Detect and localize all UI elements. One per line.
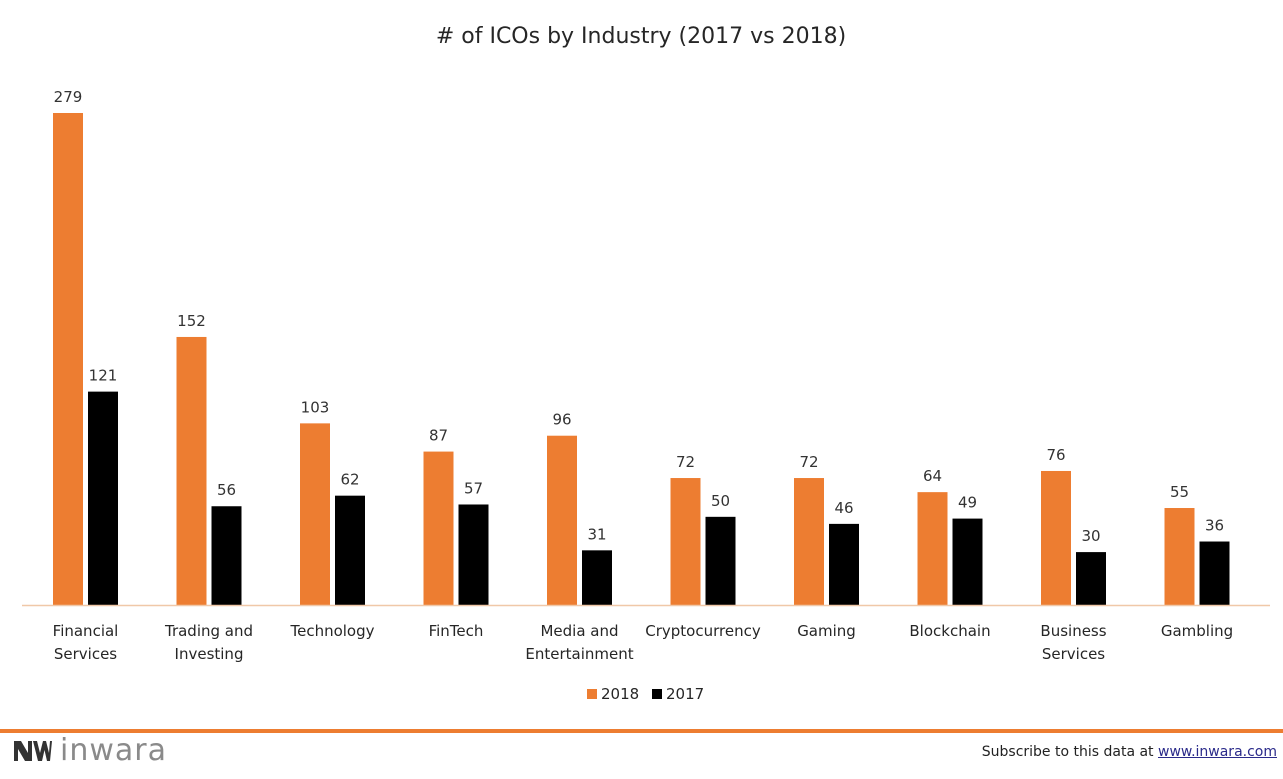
bar-2018-4 xyxy=(547,435,577,605)
brand-name: inwara xyxy=(60,733,167,768)
value-label-2018-4: 96 xyxy=(552,411,571,429)
bar-2017-4 xyxy=(582,550,612,605)
subscribe-note: Subscribe to this data at www.inwara.com xyxy=(982,744,1277,760)
bar-2017-2 xyxy=(335,495,365,605)
footer-brand: inwara xyxy=(12,736,167,766)
bar-2018-6 xyxy=(794,478,824,605)
bar-2017-9 xyxy=(1199,541,1230,605)
bar-2017-3 xyxy=(458,504,489,605)
bar-2018-1 xyxy=(176,336,207,605)
legend-swatch-2017 xyxy=(652,689,662,699)
inwara-logo-icon xyxy=(14,741,52,761)
value-label-2018-5: 72 xyxy=(676,453,695,471)
category-label-3: FinTech xyxy=(429,622,484,640)
value-label-2018-9: 55 xyxy=(1170,483,1189,501)
category-label-9: Gambling xyxy=(1161,622,1233,640)
legend-swatch-2018 xyxy=(587,689,597,699)
value-label-2017-1: 56 xyxy=(217,481,236,499)
bar-2017-6 xyxy=(829,523,859,605)
value-label-2017-7: 49 xyxy=(958,494,977,512)
legend-label-2018: 2018 xyxy=(601,685,639,703)
category-label-1: Trading and Investing xyxy=(164,622,253,663)
subscribe-link[interactable]: www.inwara.com xyxy=(1158,744,1277,760)
value-label-2018-0: 279 xyxy=(54,88,83,106)
value-label-2017-9: 36 xyxy=(1205,517,1224,535)
category-labels-group: Financial Services Trading and Investing Tec… xyxy=(53,622,1234,663)
legend-label-2017: 2017 xyxy=(666,685,704,703)
bar-2018-3 xyxy=(423,451,454,605)
category-label-7: Blockchain xyxy=(909,622,990,640)
bar-2018-2 xyxy=(300,423,330,605)
value-label-2018-6: 72 xyxy=(799,453,818,471)
category-label-8: Business Services xyxy=(1040,622,1106,663)
chart-title: # of ICOs by Industry (2017 vs 2018) xyxy=(436,24,846,49)
value-label-2018-1: 152 xyxy=(177,312,206,330)
category-label-5: Cryptocurrency xyxy=(645,622,761,640)
value-labels-group: 279 121 152 56 103 62 87 57 96 31 72 50 72 46 64 49 76 30… xyxy=(54,88,1224,545)
value-label-2018-7: 64 xyxy=(923,467,942,485)
bar-2018-5 xyxy=(670,478,701,605)
value-label-2017-4: 31 xyxy=(587,525,606,543)
bar-2018-0 xyxy=(53,113,83,605)
legend: 2018 2017 xyxy=(587,685,704,703)
value-label-2017-2: 62 xyxy=(340,471,359,489)
value-label-2017-6: 46 xyxy=(834,499,853,517)
bar-2017-8 xyxy=(1076,552,1106,605)
bar-2018-9 xyxy=(1164,508,1195,605)
bar-2017-0 xyxy=(88,391,118,605)
category-label-6: Gaming xyxy=(797,622,856,640)
category-label-0: Financial Services xyxy=(53,622,119,663)
category-label-2: Technology xyxy=(289,622,374,640)
value-label-2017-5: 50 xyxy=(711,492,730,510)
bar-2017-1 xyxy=(211,506,242,605)
value-label-2018-8: 76 xyxy=(1046,446,1065,464)
value-label-2017-3: 57 xyxy=(464,479,483,497)
subscribe-text: Subscribe to this data at xyxy=(981,744,1158,760)
value-label-2017-0: 121 xyxy=(89,367,118,385)
bar-2018-8 xyxy=(1041,470,1071,605)
bars-group xyxy=(53,113,1230,605)
value-label-2018-3: 87 xyxy=(429,427,448,445)
value-label-2017-8: 30 xyxy=(1081,527,1100,545)
bar-2017-5 xyxy=(705,516,736,605)
bar-2017-7 xyxy=(952,518,983,605)
bar-2018-7 xyxy=(917,492,948,605)
value-label-2018-2: 103 xyxy=(301,398,330,416)
category-label-4: Media and Entertainment xyxy=(525,622,633,663)
